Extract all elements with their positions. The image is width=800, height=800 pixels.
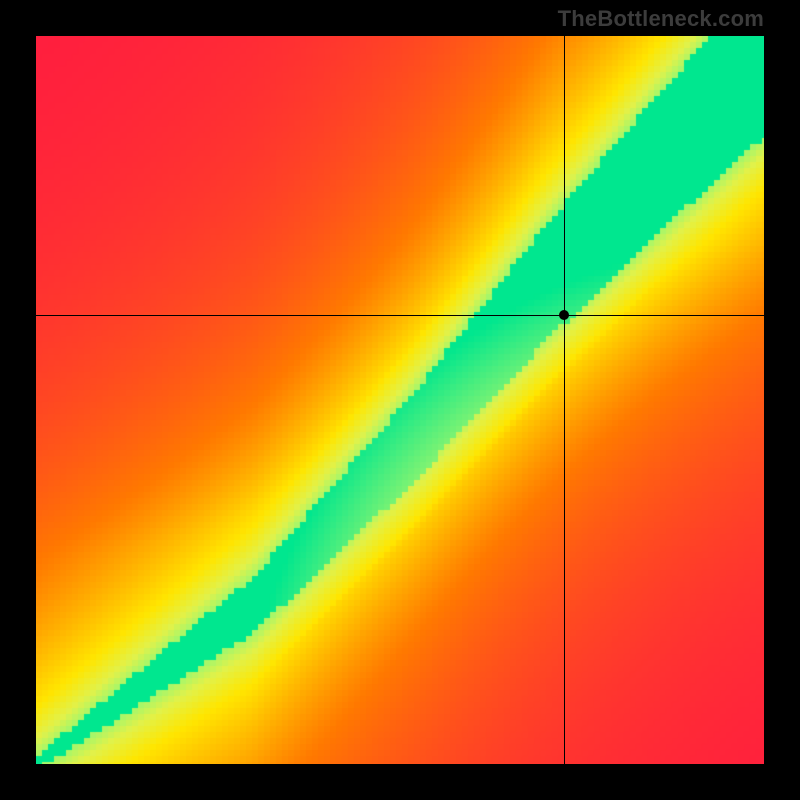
crosshair-horizontal	[36, 315, 764, 316]
crosshair-marker-dot	[559, 310, 569, 320]
crosshair-vertical	[564, 36, 565, 764]
watermark-text: TheBottleneck.com	[558, 6, 764, 32]
heatmap-canvas	[36, 36, 764, 764]
bottleneck-heatmap	[36, 36, 764, 764]
